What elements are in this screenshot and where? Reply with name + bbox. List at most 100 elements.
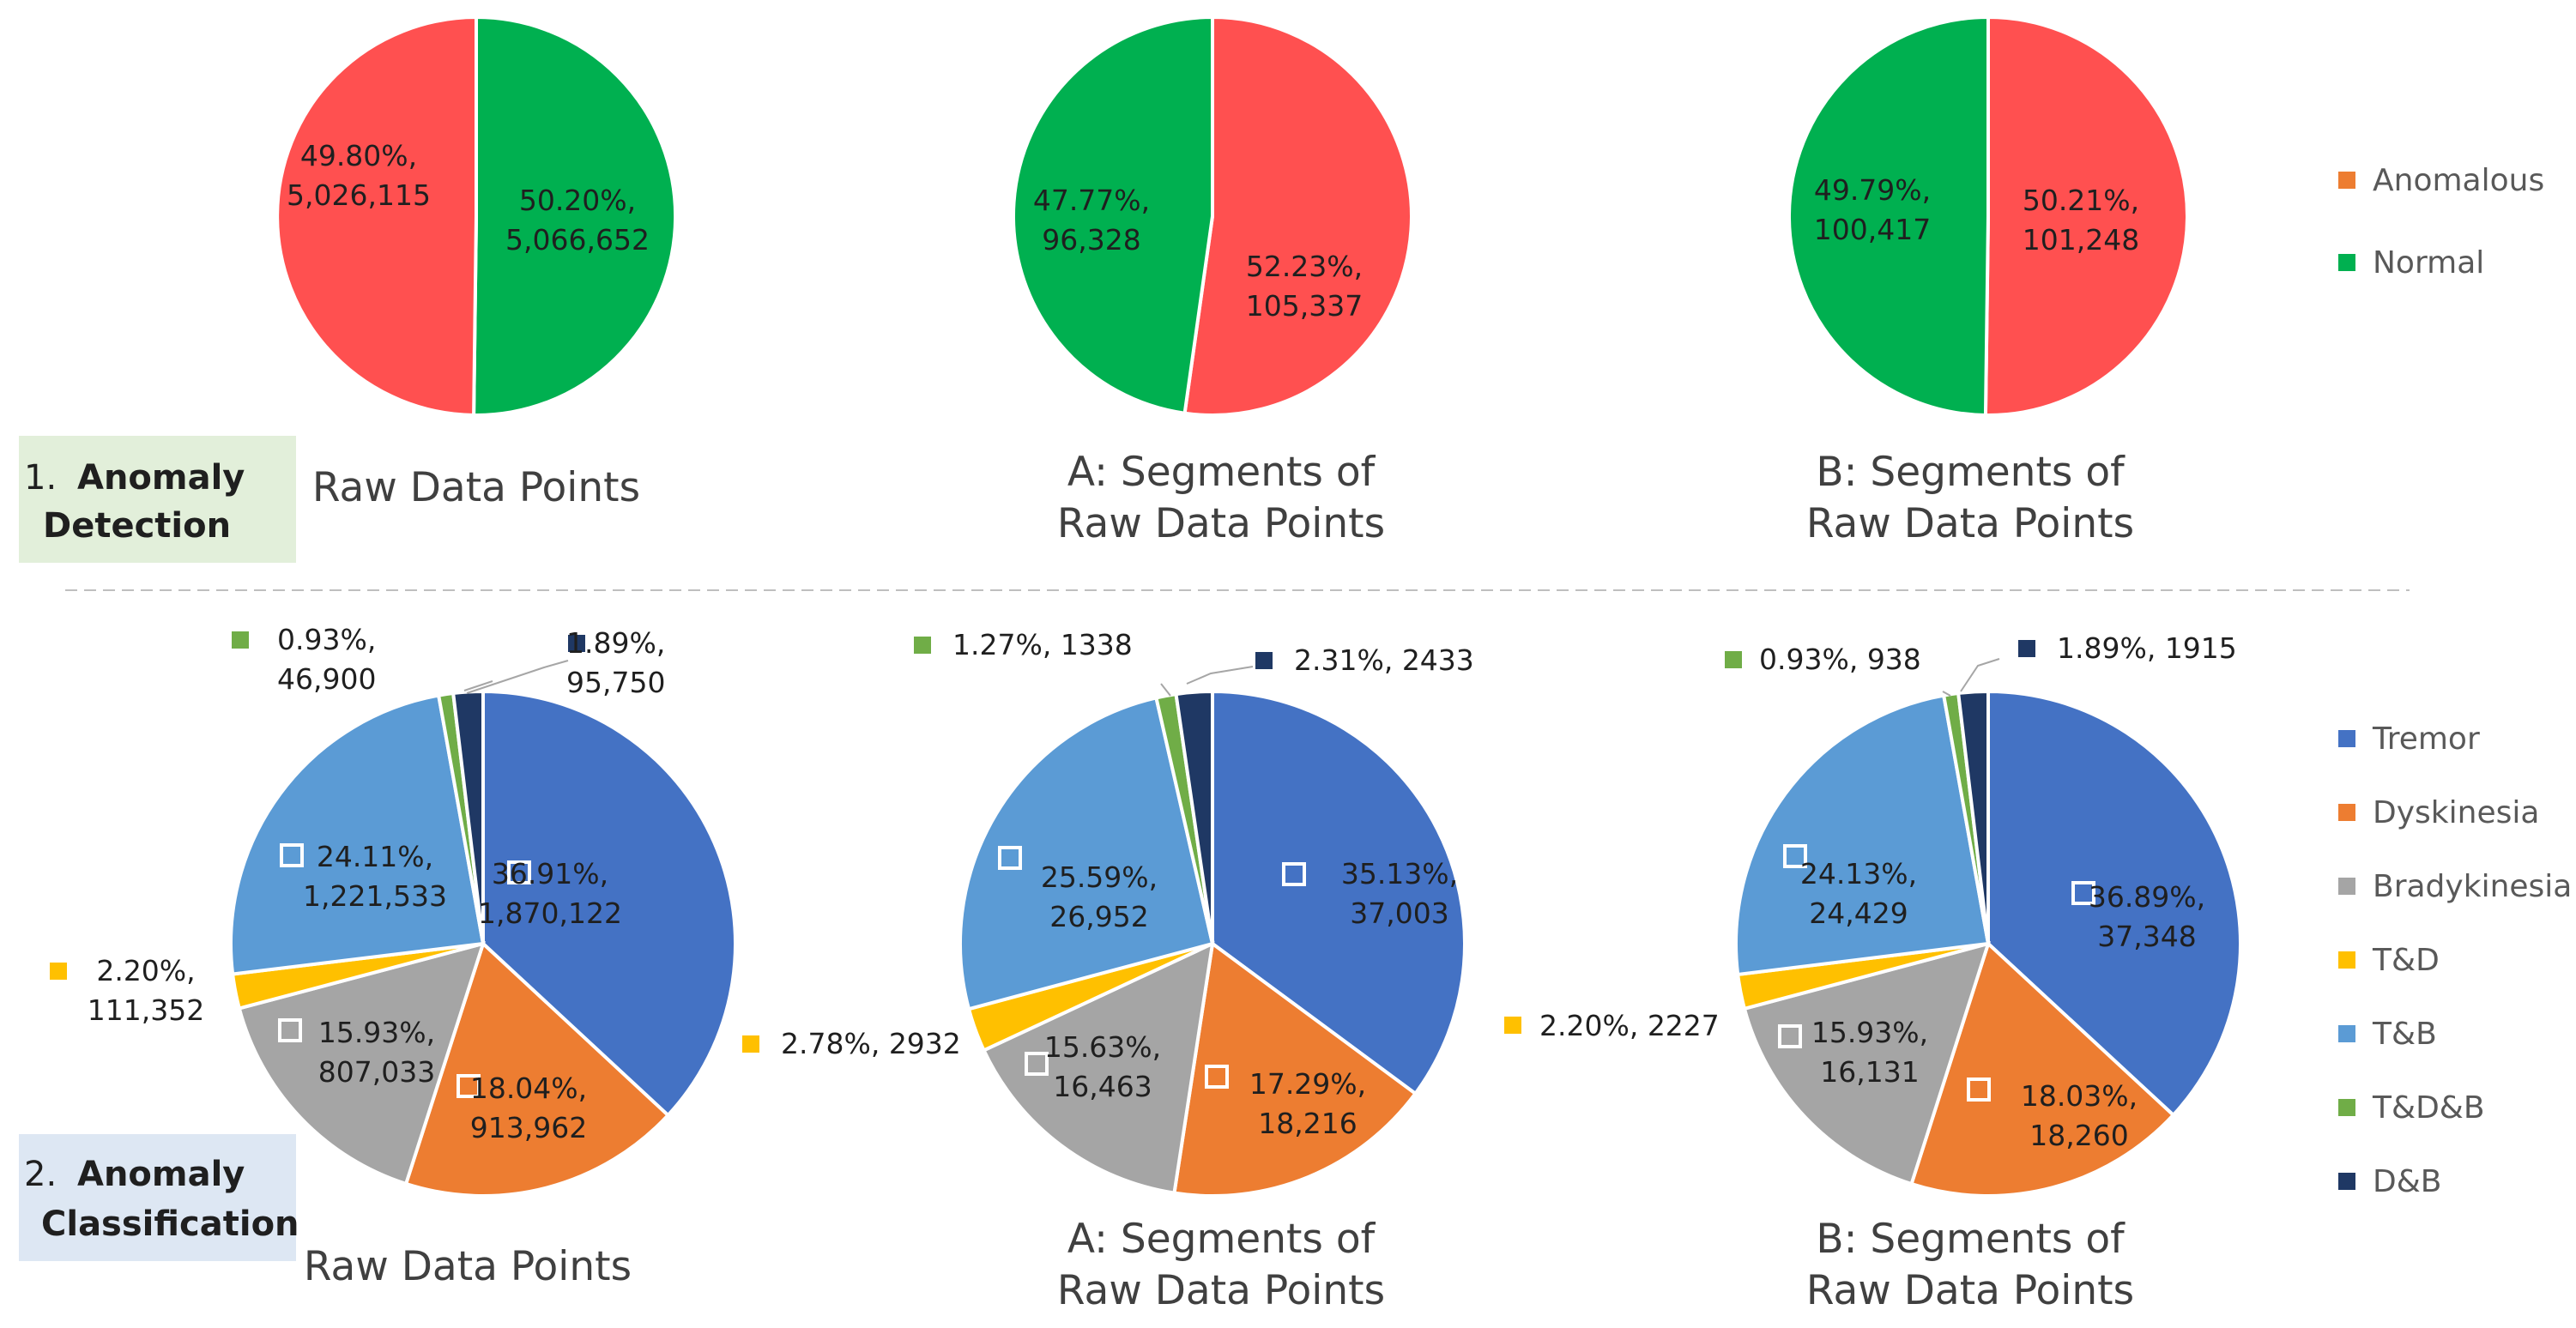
data-label: 52.23%, 105,337 <box>1246 250 1363 323</box>
label-legend-key <box>232 631 249 649</box>
label-legend-key <box>2018 640 2035 657</box>
data-label-text: 5,026,115 <box>287 178 431 212</box>
data-label: 24.13%, 24,429 <box>1783 844 1917 930</box>
pie-slice-bradykinesia <box>237 941 487 1186</box>
data-label: 2.78%, 2932 <box>742 1027 961 1060</box>
pie-slice-tremor <box>481 689 737 1118</box>
data-label-text: 18.03%, <box>2021 1079 2138 1113</box>
legend-legend_classification: Tremor Dyskinesia Bradykinesia T&D T&B T&D&B D… <box>2338 721 2572 1199</box>
legend-swatch <box>2338 1099 2355 1116</box>
pie-slice-anomalous <box>1983 15 2189 417</box>
pie-slice-tremor <box>1986 689 2242 1118</box>
chart-caption: Raw Data Points <box>1057 500 1385 547</box>
data-label: 15.93%, 807,033 <box>278 1016 435 1089</box>
label-legend-key <box>1778 1024 1802 1048</box>
label-legend-key <box>1504 1017 1521 1034</box>
legend-label: Dyskinesia <box>2373 795 2539 830</box>
data-label-text: 111,352 <box>88 993 204 1027</box>
data-label-text: 105,337 <box>1246 289 1363 323</box>
data-label: 50.20%, 5,066,652 <box>505 184 650 257</box>
pie-slice-bradykinesia <box>981 940 1215 1195</box>
data-label-text: 26,952 <box>1049 900 1148 933</box>
pie-slice-dyskinesia <box>1909 940 2176 1198</box>
data-label-text: 1.89%, 1915 <box>2057 631 2237 665</box>
pie-slice-t-and-b <box>229 693 486 976</box>
data-label-text: 46,900 <box>277 662 376 696</box>
legends: Anomalous Normal Tremor Dyskinesia Bradykine… <box>2338 163 2572 1199</box>
section-number: 1. <box>24 458 57 498</box>
section-box <box>19 1134 296 1261</box>
pie-chart-classification-a: 35.13%, 37,003 17.29%, 18,216 15.63%, 16,463 2… <box>742 628 1474 1314</box>
data-label: 25.59%, 26,952 <box>998 846 1158 933</box>
data-label: 18.04%, 913,962 <box>457 1071 587 1144</box>
legend-swatch <box>2338 1173 2355 1190</box>
data-label: 1.27%, 1338 <box>914 628 1171 697</box>
data-label-text: 50.20%, <box>519 184 636 217</box>
label-legend-key <box>1025 1052 1049 1076</box>
legend-label: Tremor <box>2372 721 2480 757</box>
leader-line <box>1942 691 1951 697</box>
pie-slice-bradykinesia <box>1742 941 1992 1186</box>
pie-slice-normal <box>472 15 678 417</box>
data-label-text: 17.29%, <box>1249 1067 1366 1101</box>
legend-swatch <box>2338 804 2355 821</box>
pie-slice-anomalous <box>1182 15 1413 417</box>
chart-caption: B: Segments of <box>1816 449 2126 496</box>
label-legend-key <box>278 1018 302 1042</box>
legend-label: T&D&B <box>2372 1090 2485 1126</box>
data-label-text: 35.13%, <box>1341 857 1458 890</box>
data-label: 15.93%, 16,131 <box>1778 1016 1928 1089</box>
section-anomaly-detection: 1. Anomaly Detection <box>19 436 296 563</box>
data-label-text: 2.78%, 2932 <box>781 1027 961 1060</box>
data-label: 2.20%, 2227 <box>1504 1009 1720 1042</box>
data-label-text: 18.04%, <box>470 1071 587 1105</box>
label-legend-key <box>280 843 304 867</box>
chart-caption: Raw Data Points <box>312 464 640 511</box>
label-legend-key <box>1282 862 1306 886</box>
legend-item: Bradykinesia <box>2338 869 2572 904</box>
data-label-text: 25.59%, <box>1041 860 1158 894</box>
data-label-text: 807,033 <box>318 1055 435 1089</box>
data-label: 0.93%, 46,900 <box>232 623 493 696</box>
data-label-text: 95,750 <box>566 666 665 699</box>
data-label-text: 96,328 <box>1042 223 1140 257</box>
section-title-line1: Anomaly <box>77 458 245 498</box>
data-label-text: 15.93%, <box>318 1016 435 1049</box>
data-label-text: 0.93%, 938 <box>1759 643 1921 676</box>
chart-caption: A: Segments of <box>1067 449 1376 496</box>
data-label: 0.93%, 938 <box>1725 643 1951 697</box>
legend-swatch <box>2338 878 2355 895</box>
data-label-text: 15.63%, <box>1044 1030 1161 1064</box>
data-label-text: 37,348 <box>2097 920 2196 953</box>
legend-item: D&B <box>2338 1164 2442 1199</box>
chart-caption: B: Segments of <box>1816 1216 2126 1263</box>
label-legend-key <box>50 963 67 980</box>
legend-item: T&B <box>2338 1017 2437 1052</box>
data-label-text: 50.21%, <box>2023 184 2139 217</box>
label-legend-key <box>2071 881 2095 905</box>
data-label-text: 1.27%, 1338 <box>952 628 1133 661</box>
chart-caption: Raw Data Points <box>1806 500 2134 547</box>
legend-item: T&D&B <box>2338 1090 2485 1126</box>
data-label-text: 913,962 <box>470 1111 587 1144</box>
label-legend-key <box>1255 652 1273 669</box>
leader-line <box>1960 658 2000 692</box>
data-label-text: 15.93%, <box>1811 1016 1928 1049</box>
data-label-text: 1,221,533 <box>303 879 447 913</box>
legend-label: T&D <box>2372 943 2440 978</box>
data-label-text: 1,870,122 <box>478 896 622 930</box>
section-box <box>19 436 296 563</box>
data-label: 49.80%, 5,026,115 <box>287 139 431 212</box>
data-label-text: 36.91%, <box>492 857 608 890</box>
pie-slice-t-and-b <box>1734 693 1991 977</box>
data-label-text: 49.80%, <box>300 139 417 172</box>
data-label-text: 36.89%, <box>2089 880 2205 914</box>
legend-item: Dyskinesia <box>2338 795 2539 830</box>
data-label-text: 2.20%, <box>96 954 195 987</box>
data-label: 50.21%, 101,248 <box>2023 184 2139 257</box>
data-label: 24.11%, 1,221,533 <box>280 840 447 913</box>
section-title-line2: Detection <box>43 506 231 546</box>
section-title-line1: Anomaly <box>77 1155 245 1194</box>
data-label: 35.13%, 37,003 <box>1282 857 1458 930</box>
data-label-text: 100,417 <box>1814 213 1931 246</box>
